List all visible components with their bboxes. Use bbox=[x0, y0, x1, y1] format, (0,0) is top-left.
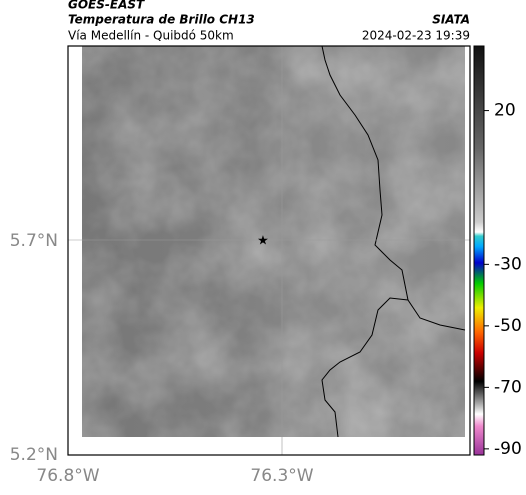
colorbar-tick-label: -30 bbox=[494, 254, 522, 274]
colorbar-tick-label: -90 bbox=[494, 439, 522, 459]
timestamp: 2024-02-23 19:39 bbox=[362, 29, 470, 43]
colorbar-tick-label: -50 bbox=[494, 316, 522, 336]
lat-label: 5.7°N bbox=[10, 231, 58, 251]
satellite-name: GOES-EAST bbox=[68, 0, 145, 12]
border-line bbox=[321, 297, 409, 438]
colorbar bbox=[473, 45, 485, 456]
region: Vía Medellín - Quibdó 50km bbox=[68, 29, 234, 43]
product-title: Temperatura de Brillo CH13 bbox=[68, 13, 255, 27]
cloud-texture bbox=[82, 46, 465, 437]
lon-label: 76.8°W bbox=[36, 466, 99, 486]
location-marker: ★ bbox=[257, 234, 269, 249]
map-image: ★ bbox=[68, 45, 470, 455]
lon-label: 76.3°W bbox=[250, 466, 313, 486]
source: SIATA bbox=[432, 13, 470, 27]
lat-label: 5.2°N bbox=[10, 445, 58, 465]
colorbar-tick-label: 20 bbox=[494, 101, 516, 121]
colorbar-tick-label: -70 bbox=[494, 377, 522, 397]
border-line bbox=[321, 45, 466, 331]
map-frame bbox=[67, 45, 471, 456]
